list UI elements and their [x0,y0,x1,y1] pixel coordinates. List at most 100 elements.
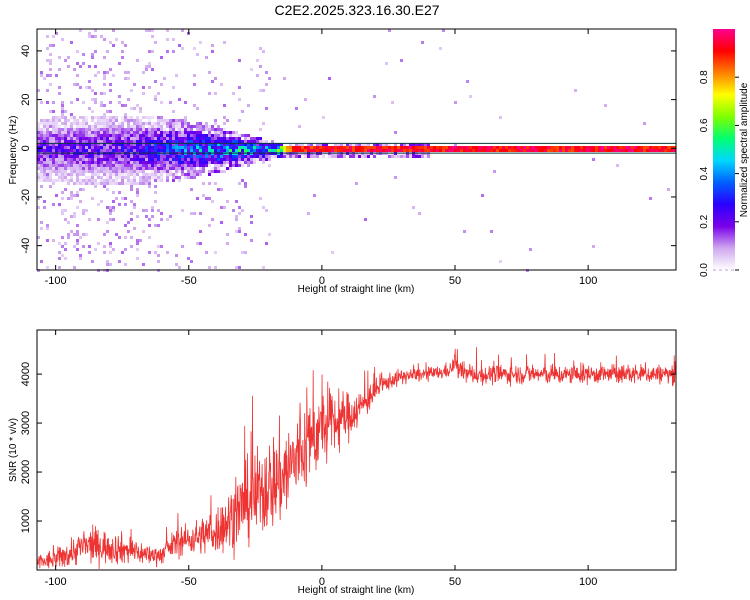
spectrogram-cell [103,233,106,236]
spectrogram-cell [400,59,403,62]
spectrogram-cell [355,146,358,149]
spectrogram-cell [376,149,379,152]
spectrogram-cell [79,254,82,257]
spectrogram-cell [148,185,151,188]
spectrogram-cell [79,170,82,173]
spectrogram-cell [133,164,136,167]
spectrogram-cell [256,155,259,158]
spectrogram-cell [61,110,64,113]
spectrogram-cell [235,200,238,203]
spectrogram-cell [130,170,133,173]
spectrogram-cell [115,197,118,200]
spectrogram-cell [88,128,91,131]
spectrogram-cell [301,146,304,149]
spectrogram-cell [64,110,67,113]
spectrogram-cell [49,68,52,71]
spectrogram-cell [181,209,184,212]
spectrogram-cell [565,146,568,149]
spectrogram-cell [154,191,157,194]
spectrogram-cell [40,179,43,182]
spectrogram-cell [214,143,217,146]
spectrogram-cell [193,170,196,173]
spectrogram-cell [349,155,352,158]
spectrogram-cell [394,146,397,149]
spectrogram-cell [52,155,55,158]
spectrogram-cell [55,149,58,152]
spectrogram-cell [127,137,130,140]
spectrogram-cell [91,155,94,158]
spectrogram-cell [181,164,184,167]
spectrogram-cell [127,167,130,170]
spectrogram-cell [148,143,151,146]
spectrogram-cell [238,158,241,161]
spectrogram-cell [43,170,46,173]
spectrogram-cell [214,167,217,170]
spectrogram-cell [124,104,127,107]
spectrogram-cell [76,191,79,194]
spectrogram-cell [58,56,61,59]
spectrogram-cell [58,179,61,182]
spectrogram-cell [61,176,64,179]
spectrogram-cell [127,98,130,101]
spectrogram-cell [118,131,121,134]
spectrogram-cell [181,170,184,173]
spectrogram-cell [70,215,73,218]
spectrogram-cell [85,149,88,152]
spectrogram-cell [562,149,565,152]
spectrogram-cell [160,125,163,128]
spectrogram-cell [481,149,484,152]
spectrogram-cell [277,149,280,152]
spectrogram-cell [244,134,247,137]
spectrogram-cell [241,209,244,212]
spectrogram-cell [85,179,88,182]
spectrogram-cell [88,65,91,68]
spectrogram-cell [262,158,265,161]
spectrogram-cell [352,155,355,158]
spectrogram-cell [178,119,181,122]
spectrogram-cell [229,161,232,164]
spectrogram-cell [589,149,592,152]
spectrogram-cell [214,137,217,140]
spectrogram-cell [250,146,253,149]
spectrogram-cell [559,149,562,152]
spectrogram-cell [76,98,79,101]
spectrogram-cell [136,140,139,143]
spectrogram-cell [40,101,43,104]
spectrogram-cell [535,149,538,152]
spectrogram-cell [184,101,187,104]
spectrogram-cell [52,116,55,119]
spectrogram-cell [187,125,190,128]
spectrogram-cell [76,50,79,53]
spectrogram-cell [91,170,94,173]
spectrogram-cell [55,164,58,167]
spectrogram-cell [223,143,226,146]
spectrogram-cell [133,176,136,179]
spectrogram-cell [172,110,175,113]
spectrogram-cell [49,143,52,146]
spectrogram-cell [247,137,250,140]
spectrogram-cell [187,146,190,149]
spectrogram-cell [190,131,193,134]
spectrogram-cell [238,140,241,143]
spectrogram-cell [124,149,127,152]
spectrogram-cell [124,134,127,137]
spectrogram-cell [58,266,61,269]
spectrogram-cell [157,143,160,146]
spectrogram-cell [160,176,163,179]
spectrogram-cell [607,149,610,152]
spectrogram-cell [61,104,64,107]
spectrogram-cell [88,86,91,89]
spectrogram-cell [241,134,244,137]
spectrogram-cell [82,158,85,161]
spectrogram-cell [196,197,199,200]
spectrogram-cell [217,134,220,137]
spectrogram-cell [124,158,127,161]
spectrogram-cell [121,170,124,173]
spectrogram-cell [61,134,64,137]
spectrogram-cell [166,143,169,146]
spectrogram-cell [94,137,97,140]
spectrogram-cell [187,131,190,134]
spectrogram-cell [151,146,154,149]
spectrogram-cell [73,128,76,131]
spectrogram-cell [58,68,61,71]
